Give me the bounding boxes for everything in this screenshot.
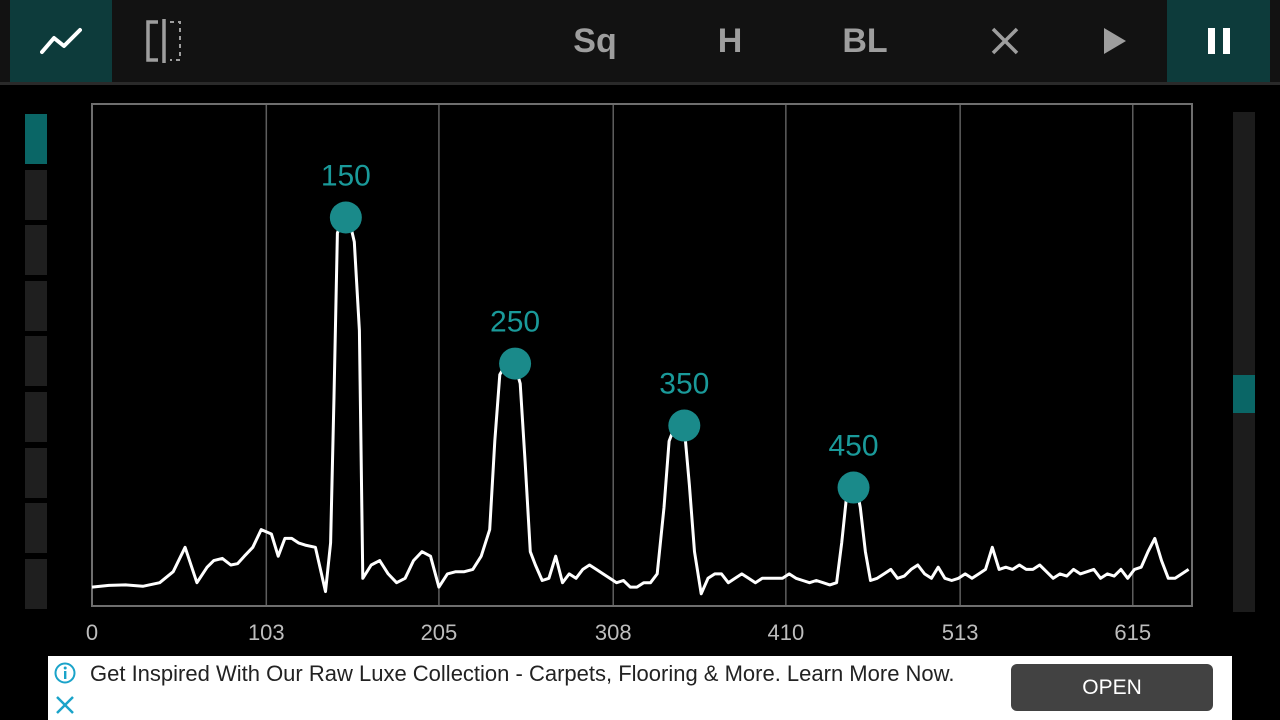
peak-label: 250 [490,306,540,339]
ad-close-icon[interactable] [54,694,76,716]
clear-button[interactable] [965,0,1045,82]
split-view-icon [146,19,181,63]
ad-text[interactable]: Get Inspired With Our Raw Luxe Collectio… [90,661,955,686]
level-meter [25,114,47,614]
play-icon [1104,28,1126,54]
ad-banner[interactable]: Get Inspired With Our Raw Luxe Collectio… [48,656,1232,720]
peak-markers: 150 250 350 450 [321,159,879,504]
toolbar: Sq H BL [0,0,1280,85]
peak-marker[interactable] [329,201,362,234]
level-segment [25,336,47,387]
info-icon[interactable] [54,662,76,684]
play-button[interactable] [1075,0,1155,82]
graph-mode-button[interactable] [10,0,112,82]
peak-label: 450 [829,430,879,463]
x-tick-label: 205 [421,620,458,645]
x-tick-label: 615 [1114,620,1151,645]
baseline-button[interactable]: BL [820,0,910,82]
chart-grid [265,104,1134,606]
hold-button[interactable]: H [690,0,770,82]
plot-frame [91,103,1193,607]
level-segment [25,558,47,609]
split-view-button[interactable] [112,0,216,82]
x-tick-label: 103 [248,620,285,645]
level-segment [25,225,47,276]
level-segment [25,447,47,498]
level-segment [25,114,47,164]
level-segment [25,391,47,442]
h-label: H [717,21,743,60]
x-tick-label: 308 [595,620,632,645]
close-icon [991,27,1019,55]
x-tick-label: 513 [942,620,979,645]
peak-marker[interactable] [668,409,701,442]
peak-marker[interactable] [499,347,532,380]
pause-button[interactable] [1167,0,1270,82]
line-chart-icon [40,28,82,54]
vertical-scrollbar[interactable] [1233,112,1255,612]
pause-icon [1207,28,1230,54]
ad-open-button[interactable]: OPEN [1011,664,1213,711]
bl-label: BL [842,21,888,60]
sq-label: Sq [573,21,617,60]
spectrum-chart: 150 250 350 450 0 103 205 308 410 513 615 [86,103,1193,645]
level-segment [25,280,47,331]
peak-label: 150 [321,159,371,192]
square-button[interactable]: Sq [550,0,640,82]
scroll-thumb[interactable] [1233,375,1255,414]
peak-marker[interactable] [837,471,870,504]
level-segment [25,169,47,220]
x-axis-ticks: 0 103 205 308 410 513 615 [86,620,1151,645]
level-segment [25,503,47,554]
x-tick-label: 410 [767,620,804,645]
spectrum-line [91,216,1190,596]
x-tick-label: 0 [86,620,98,645]
peak-label: 350 [659,368,709,401]
